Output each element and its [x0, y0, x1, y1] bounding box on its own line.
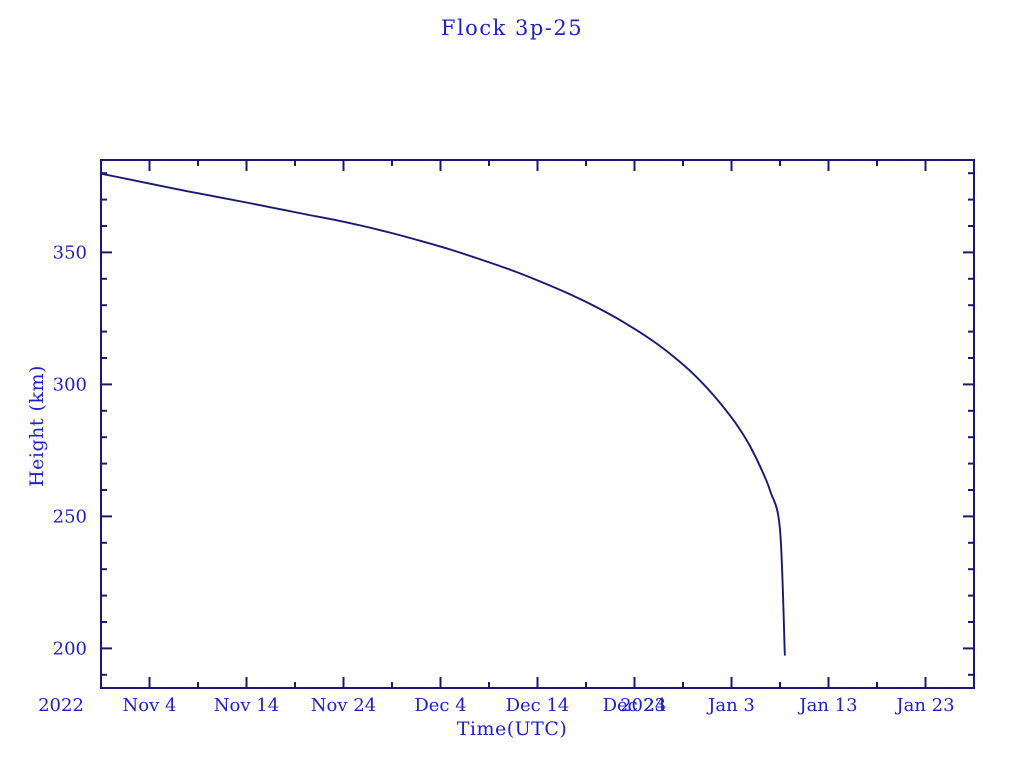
axis-ticks [100, 160, 975, 688]
y-tick-label: 350 [53, 242, 87, 263]
x-tick-label: Nov 14 [214, 695, 279, 716]
x-year-label: 2023 [620, 695, 666, 716]
y-tick-label: 200 [53, 638, 87, 659]
x-tick-label: Nov 24 [311, 695, 376, 716]
x-tick-label: Dec 24 [603, 695, 667, 716]
x-axis-label: Time(UTC) [456, 718, 568, 740]
y-tick-label: 250 [53, 506, 87, 527]
axes-frame [100, 159, 975, 689]
y-tick-label: 300 [53, 374, 87, 395]
x-year-label: 2022 [38, 695, 84, 716]
x-tick-labels: Nov 4 Nov 14 Nov 24 Dec 4 Dec 14 Dec 24 Jan 3 J… [38, 695, 954, 716]
x-tick-label: Dec 14 [506, 695, 570, 716]
y-tick-labels: 200 250 300 350 [53, 242, 87, 659]
chart-title: Flock 3p-25 [440, 16, 584, 40]
x-tick-label: Dec 4 [414, 695, 466, 716]
series-line [100, 172, 786, 656]
y-axis-label: Height (km) [26, 365, 48, 487]
x-tick-label: Jan 13 [797, 695, 857, 716]
data-series [100, 172, 786, 656]
x-tick-label: Nov 4 [123, 695, 177, 716]
x-tick-label: Jan 23 [894, 695, 954, 716]
x-tick-label: Jan 3 [706, 695, 755, 716]
